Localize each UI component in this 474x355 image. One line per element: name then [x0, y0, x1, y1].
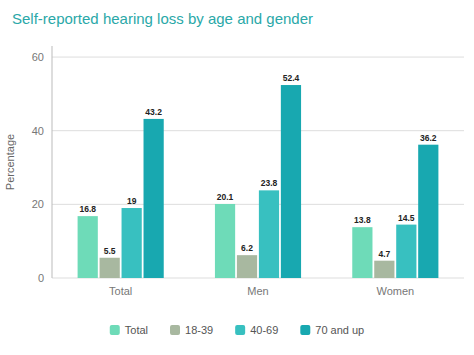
legend-marker	[235, 325, 245, 335]
legend-label: 40-69	[250, 324, 278, 336]
x-tick-label: Total	[109, 285, 132, 297]
legend-marker	[110, 325, 120, 335]
bar	[100, 258, 120, 278]
legend-item: 70 and up	[300, 324, 364, 336]
data-label: 19	[127, 196, 137, 206]
data-label: 4.7	[378, 249, 390, 259]
bar	[78, 216, 98, 278]
y-tick-label: 60	[32, 51, 44, 63]
data-label: 14.5	[398, 213, 415, 223]
data-label: 43.2	[145, 107, 162, 117]
background	[0, 0, 474, 355]
data-label: 16.8	[79, 204, 96, 214]
bars	[78, 85, 439, 278]
grid-line	[52, 204, 464, 205]
title: Self-reported hearing loss by age and ge…	[12, 10, 313, 27]
x-tick-label: Women	[376, 285, 414, 297]
y-tick-label: 20	[32, 198, 44, 210]
grid-line	[52, 57, 464, 58]
data-label: 20.1	[217, 192, 234, 202]
legend-label: Total	[125, 324, 148, 336]
legend-label: 18-39	[185, 324, 213, 336]
bar	[215, 204, 235, 278]
bar	[396, 225, 416, 278]
data-labels: 16.8 20.1 13.8 5.5 6.2 4.7 19 23.8 14.5 43.2 52.4 3…	[79, 73, 436, 259]
legend: Total 18-39 40-69 70 and up	[110, 324, 364, 336]
data-label: 5.5	[104, 246, 116, 256]
bar	[237, 255, 257, 278]
chart-container: Self-reported hearing loss by age and ge…	[0, 0, 474, 355]
grid	[52, 57, 464, 278]
legend-item: 18-39	[170, 324, 213, 336]
bar	[144, 119, 164, 278]
legend-item: 40-69	[235, 324, 278, 336]
data-label: 52.4	[283, 73, 300, 83]
data-label: 23.8	[261, 178, 278, 188]
legend-item: Total	[110, 324, 148, 336]
y-tick-label: 40	[32, 125, 44, 137]
y-axis-label: Percentage	[4, 134, 16, 190]
chart-svg: Self-reported hearing loss by age and ge…	[0, 0, 474, 355]
bar	[374, 261, 394, 278]
bar	[122, 208, 142, 278]
bar	[352, 227, 372, 278]
data-label: 36.2	[420, 133, 437, 143]
y-tick-label: 0	[38, 272, 44, 284]
data-label: 6.2	[241, 243, 253, 253]
bar	[259, 190, 279, 278]
legend-marker	[170, 325, 180, 335]
y-axis-line	[52, 46, 53, 278]
bar	[418, 145, 438, 278]
bar	[281, 85, 301, 278]
legend-marker	[300, 325, 310, 335]
legend-label: 70 and up	[315, 324, 364, 336]
grid-line	[52, 130, 464, 131]
x-tick-label: Men	[247, 285, 268, 297]
data-label: 13.8	[354, 215, 371, 225]
